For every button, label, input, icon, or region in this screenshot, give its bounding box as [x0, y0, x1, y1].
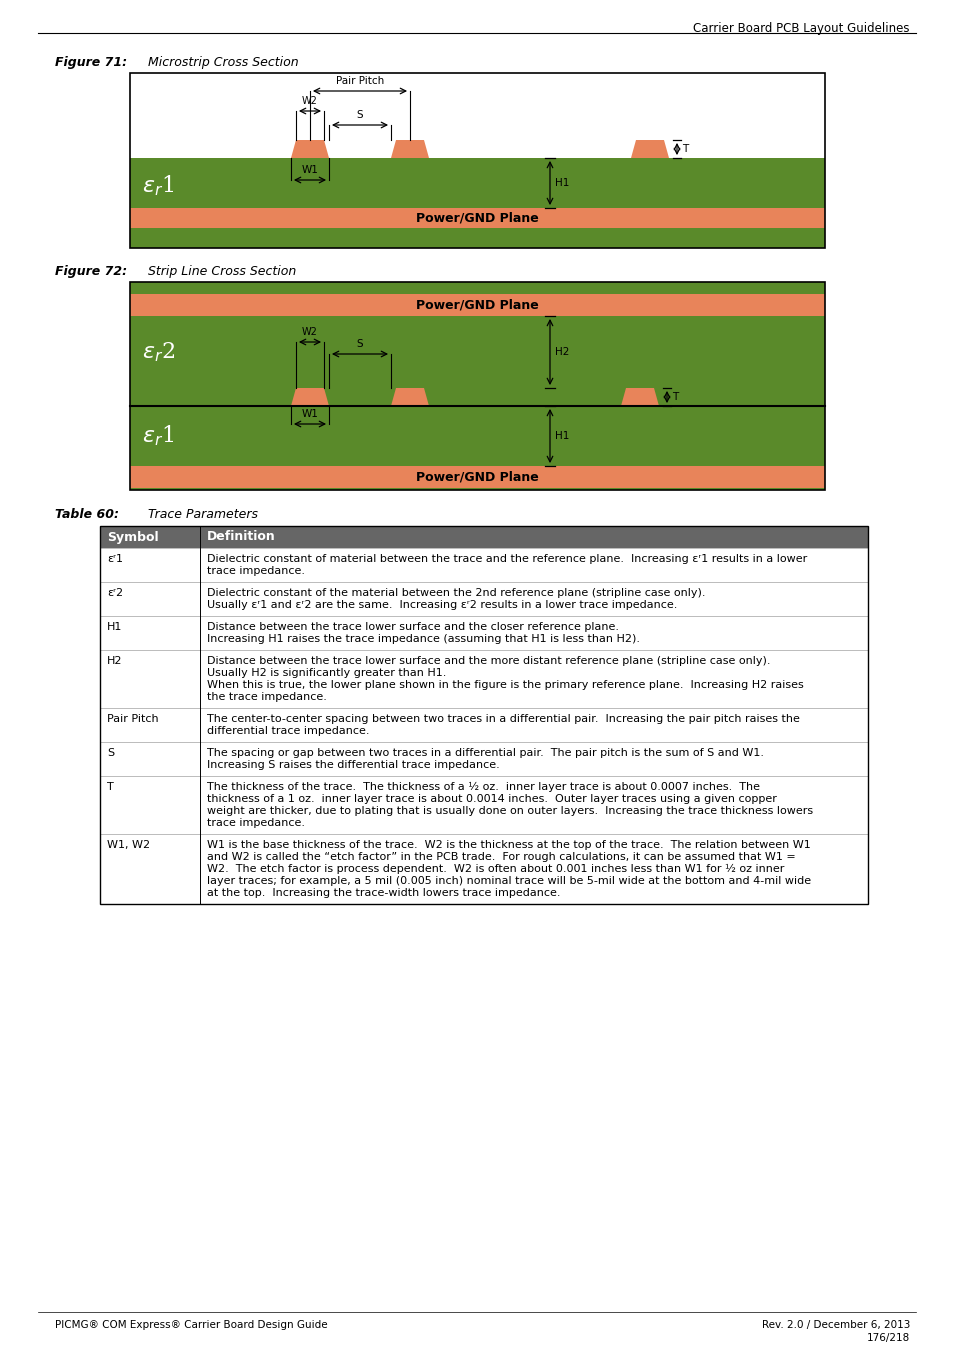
Text: Distance between the trace lower surface and the closer reference plane.: Distance between the trace lower surface…: [207, 621, 618, 632]
Text: $\varepsilon_r$2: $\varepsilon_r$2: [142, 340, 174, 363]
Bar: [130, 316, 824, 407]
Bar: [130, 407, 824, 466]
Text: εʳ1: εʳ1: [107, 554, 123, 563]
Bar: [130, 466, 824, 488]
Text: H1: H1: [555, 431, 569, 440]
Text: differential trace impedance.: differential trace impedance.: [207, 725, 369, 736]
Text: S: S: [107, 748, 114, 758]
Text: H2: H2: [555, 347, 569, 357]
Bar: [100, 549, 867, 582]
Bar: [130, 282, 824, 490]
Text: Trace Parameters: Trace Parameters: [148, 508, 257, 521]
Polygon shape: [620, 388, 659, 407]
Text: at the top.  Increasing the trace-width lowers trace impedance.: at the top. Increasing the trace-width l…: [207, 888, 560, 898]
Text: The center-to-center spacing between two traces in a differential pair.  Increas: The center-to-center spacing between two…: [207, 713, 799, 724]
Text: The spacing or gap between two traces in a differential pair.  The pair pitch is: The spacing or gap between two traces in…: [207, 748, 763, 758]
Polygon shape: [391, 141, 429, 158]
Text: Strip Line Cross Section: Strip Line Cross Section: [148, 265, 296, 278]
Text: H2: H2: [107, 657, 122, 666]
Text: 176/218: 176/218: [866, 1333, 909, 1343]
Bar: [130, 73, 824, 158]
Text: Pair Pitch: Pair Pitch: [335, 76, 384, 86]
Text: T: T: [671, 392, 678, 403]
Text: The thickness of the trace.  The thickness of a ½ oz.  inner layer trace is abou: The thickness of the trace. The thicknes…: [207, 782, 760, 792]
Bar: [100, 616, 867, 650]
Bar: [100, 650, 867, 708]
Text: Power/GND Plane: Power/GND Plane: [416, 470, 538, 484]
Text: Power/GND Plane: Power/GND Plane: [416, 212, 538, 224]
Text: T: T: [681, 145, 687, 154]
Text: Symbol: Symbol: [107, 531, 158, 543]
Text: W2.  The etch factor is process dependent.  W2 is often about 0.001 inches less : W2. The etch factor is process dependent…: [207, 865, 783, 874]
Text: $\varepsilon_r$1: $\varepsilon_r$1: [142, 424, 173, 449]
Text: Increasing S raises the differential trace impedance.: Increasing S raises the differential tra…: [207, 761, 499, 770]
Text: W2: W2: [302, 327, 317, 336]
Text: Carrier Board PCB Layout Guidelines: Carrier Board PCB Layout Guidelines: [693, 22, 909, 35]
Text: trace impedance.: trace impedance.: [207, 566, 305, 576]
Bar: [100, 775, 867, 834]
Text: T: T: [107, 782, 113, 792]
Text: W1, W2: W1, W2: [107, 840, 150, 850]
Bar: [130, 488, 824, 490]
Text: Dielectric constant of material between the trace and the reference plane.  Incr: Dielectric constant of material between …: [207, 554, 806, 563]
Text: εʳ2: εʳ2: [107, 588, 123, 598]
Polygon shape: [391, 388, 429, 407]
Text: Microstrip Cross Section: Microstrip Cross Section: [148, 55, 298, 69]
Text: When this is true, the lower plane shown in the figure is the primary reference : When this is true, the lower plane shown…: [207, 680, 803, 690]
Bar: [130, 228, 824, 249]
Text: W1: W1: [301, 165, 318, 176]
Text: the trace impedance.: the trace impedance.: [207, 692, 327, 703]
Text: Usually εʳ1 and εʳ2 are the same.  Increasing εʳ2 results in a lower trace imped: Usually εʳ1 and εʳ2 are the same. Increa…: [207, 600, 677, 611]
Text: S: S: [356, 339, 363, 349]
Text: trace impedance.: trace impedance.: [207, 817, 305, 828]
Bar: [100, 526, 867, 549]
Bar: [130, 295, 824, 316]
Bar: [130, 73, 824, 249]
Text: W1 is the base thickness of the trace.  W2 is the thickness at the top of the tr: W1 is the base thickness of the trace. W…: [207, 840, 810, 850]
Bar: [100, 834, 867, 904]
Text: $\varepsilon_r$1: $\varepsilon_r$1: [142, 174, 173, 199]
Text: Dielectric constant of the material between the 2nd reference plane (stripline c: Dielectric constant of the material betw…: [207, 588, 705, 598]
Text: Rev. 2.0 / December 6, 2013: Rev. 2.0 / December 6, 2013: [760, 1320, 909, 1329]
Text: S: S: [356, 109, 363, 120]
Text: weight are thicker, due to plating that is usually done on outer layers.  Increa: weight are thicker, due to plating that …: [207, 807, 812, 816]
Text: Figure 71:: Figure 71:: [55, 55, 127, 69]
Text: Power/GND Plane: Power/GND Plane: [416, 299, 538, 312]
Bar: [100, 742, 867, 775]
Text: PICMG® COM Express® Carrier Board Design Guide: PICMG® COM Express® Carrier Board Design…: [55, 1320, 327, 1329]
Bar: [130, 158, 824, 208]
Text: H1: H1: [107, 621, 122, 632]
Bar: [130, 282, 824, 295]
Text: Usually H2 is significantly greater than H1.: Usually H2 is significantly greater than…: [207, 667, 446, 678]
Text: layer traces; for example, a 5 mil (0.005 inch) nominal trace will be 5-mil wide: layer traces; for example, a 5 mil (0.00…: [207, 875, 810, 886]
Text: Increasing H1 raises the trace impedance (assuming that H1 is less than H2).: Increasing H1 raises the trace impedance…: [207, 634, 639, 644]
Bar: [100, 582, 867, 616]
Text: W2: W2: [302, 96, 317, 105]
Text: Table 60:: Table 60:: [55, 508, 119, 521]
Text: Pair Pitch: Pair Pitch: [107, 713, 158, 724]
Polygon shape: [630, 141, 668, 158]
Text: Distance between the trace lower surface and the more distant reference plane (s: Distance between the trace lower surface…: [207, 657, 770, 666]
Bar: [130, 208, 824, 228]
Text: thickness of a 1 oz.  inner layer trace is about 0.0014 inches.  Outer layer tra: thickness of a 1 oz. inner layer trace i…: [207, 794, 776, 804]
Polygon shape: [291, 141, 329, 158]
Text: H1: H1: [555, 178, 569, 188]
Bar: [100, 526, 867, 904]
Text: W1: W1: [301, 409, 318, 419]
Bar: [100, 708, 867, 742]
Text: Definition: Definition: [207, 531, 275, 543]
Text: and W2 is called the “etch factor” in the PCB trade.  For rough calculations, it: and W2 is called the “etch factor” in th…: [207, 852, 795, 862]
Polygon shape: [291, 388, 329, 407]
Text: Figure 72:: Figure 72:: [55, 265, 127, 278]
